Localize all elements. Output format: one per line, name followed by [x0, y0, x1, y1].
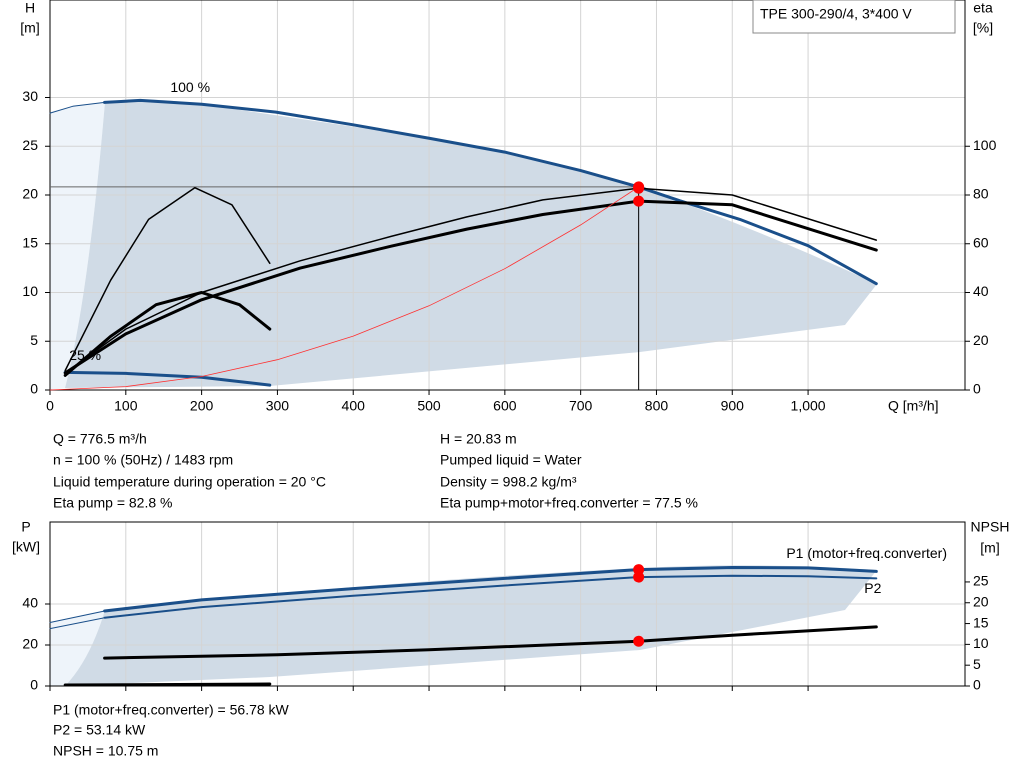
- x-tick-label: 200: [190, 398, 214, 414]
- curve: [103, 574, 878, 619]
- plot-frame: [49, 0, 966, 391]
- series-label: 100 %: [170, 79, 210, 95]
- y2-axis-label: eta: [973, 0, 993, 16]
- curve: [64, 187, 878, 374]
- operating-point: [633, 571, 645, 583]
- y2-tick-label: 40: [973, 283, 989, 299]
- operating-point: [633, 195, 645, 207]
- y2-tick-label: 15: [973, 614, 989, 630]
- curve: [64, 186, 271, 372]
- info-text: P2 = 53.14 kW: [53, 722, 146, 738]
- y-tick-label: 25: [22, 137, 38, 153]
- y2-tick-label: 80: [973, 186, 989, 202]
- y-tick-label: 40: [22, 595, 38, 611]
- y2-tick-label: 10: [973, 635, 989, 651]
- y2-tick-label: 20: [973, 332, 989, 348]
- x-axis-label: Q [m³/h]: [888, 398, 939, 414]
- info-text: H = 20.83 m: [440, 431, 517, 447]
- curve: [103, 566, 878, 613]
- series-label: P2: [864, 580, 881, 596]
- y-axis-label: P: [21, 519, 30, 535]
- plot-frame: [49, 521, 966, 687]
- curve: [63, 291, 272, 377]
- curve: [63, 199, 878, 375]
- curve: [63, 682, 272, 687]
- range-light: [50, 102, 105, 390]
- x-tick-label: 400: [342, 398, 366, 414]
- series-label: P1 (motor+freq.converter): [786, 545, 947, 561]
- curve: [49, 610, 106, 623]
- info-text: Q = 776.5 m³/h: [53, 431, 147, 447]
- curve: [49, 101, 106, 114]
- operating-point: [633, 635, 645, 647]
- x-tick-label: 0: [46, 398, 54, 414]
- y-tick-label: 10: [22, 283, 38, 299]
- x-tick-label: 100: [114, 398, 138, 414]
- y2-axis-label: NPSH: [971, 519, 1010, 535]
- y-tick-label: 0: [30, 677, 38, 693]
- y-tick-label: 0: [30, 381, 38, 397]
- curve: [103, 98, 878, 286]
- y-tick-label: 30: [22, 88, 38, 104]
- x-tick-label: 600: [493, 398, 517, 414]
- curve: [49, 617, 106, 630]
- y-axis-unit: [m]: [20, 20, 39, 36]
- info-text: P1 (motor+freq.converter) = 56.78 kW: [53, 702, 290, 718]
- x-tick-label: 300: [266, 398, 290, 414]
- y-tick-label: 15: [22, 234, 38, 250]
- chart-title: TPE 300-290/4, 3*400 V: [760, 6, 912, 22]
- y2-tick-label: 20: [973, 593, 989, 609]
- y2-tick-label: 25: [973, 573, 989, 589]
- range-light: [50, 610, 105, 686]
- y2-tick-label: 5: [973, 656, 981, 672]
- x-tick-label: 1,000: [791, 398, 826, 414]
- x-tick-label: 700: [569, 398, 593, 414]
- x-tick-label: 500: [417, 398, 441, 414]
- curve: [103, 625, 878, 660]
- curve: [49, 186, 639, 391]
- marks: [49, 98, 878, 687]
- y2-tick-label: 0: [973, 381, 981, 397]
- info-text: Pumped liquid = Water: [440, 452, 582, 468]
- info-text: Eta pump+motor+freq.converter = 77.5 %: [440, 495, 698, 511]
- info-text: Density = 998.2 kg/m³: [440, 474, 577, 490]
- y2-axis-unit: [%]: [973, 20, 993, 36]
- x-tick-label: 800: [645, 398, 669, 414]
- info-text: Liquid temperature during operation = 20…: [53, 474, 326, 490]
- title-box: [752, 0, 956, 34]
- operating-range: [65, 565, 877, 686]
- y-tick-label: 5: [30, 332, 38, 348]
- y2-axis-unit: [m]: [980, 540, 999, 556]
- y2-tick-label: 100: [973, 137, 997, 153]
- curve: [63, 370, 272, 387]
- operating-point: [633, 182, 645, 194]
- series-label: 25 %: [69, 347, 101, 363]
- info-text: Eta pump = 82.8 %: [53, 495, 172, 511]
- info-text: n = 100 % (50Hz) / 1483 rpm: [53, 452, 233, 468]
- y-tick-label: 20: [22, 186, 38, 202]
- y-axis-label: H: [25, 0, 35, 16]
- y2-tick-label: 0: [973, 677, 981, 693]
- x-tick-label: 900: [721, 398, 745, 414]
- y-axis-unit: [kW]: [12, 539, 40, 555]
- y2-tick-label: 60: [973, 234, 989, 250]
- info-text: NPSH = 10.75 m: [53, 743, 158, 759]
- y-tick-label: 20: [22, 636, 38, 652]
